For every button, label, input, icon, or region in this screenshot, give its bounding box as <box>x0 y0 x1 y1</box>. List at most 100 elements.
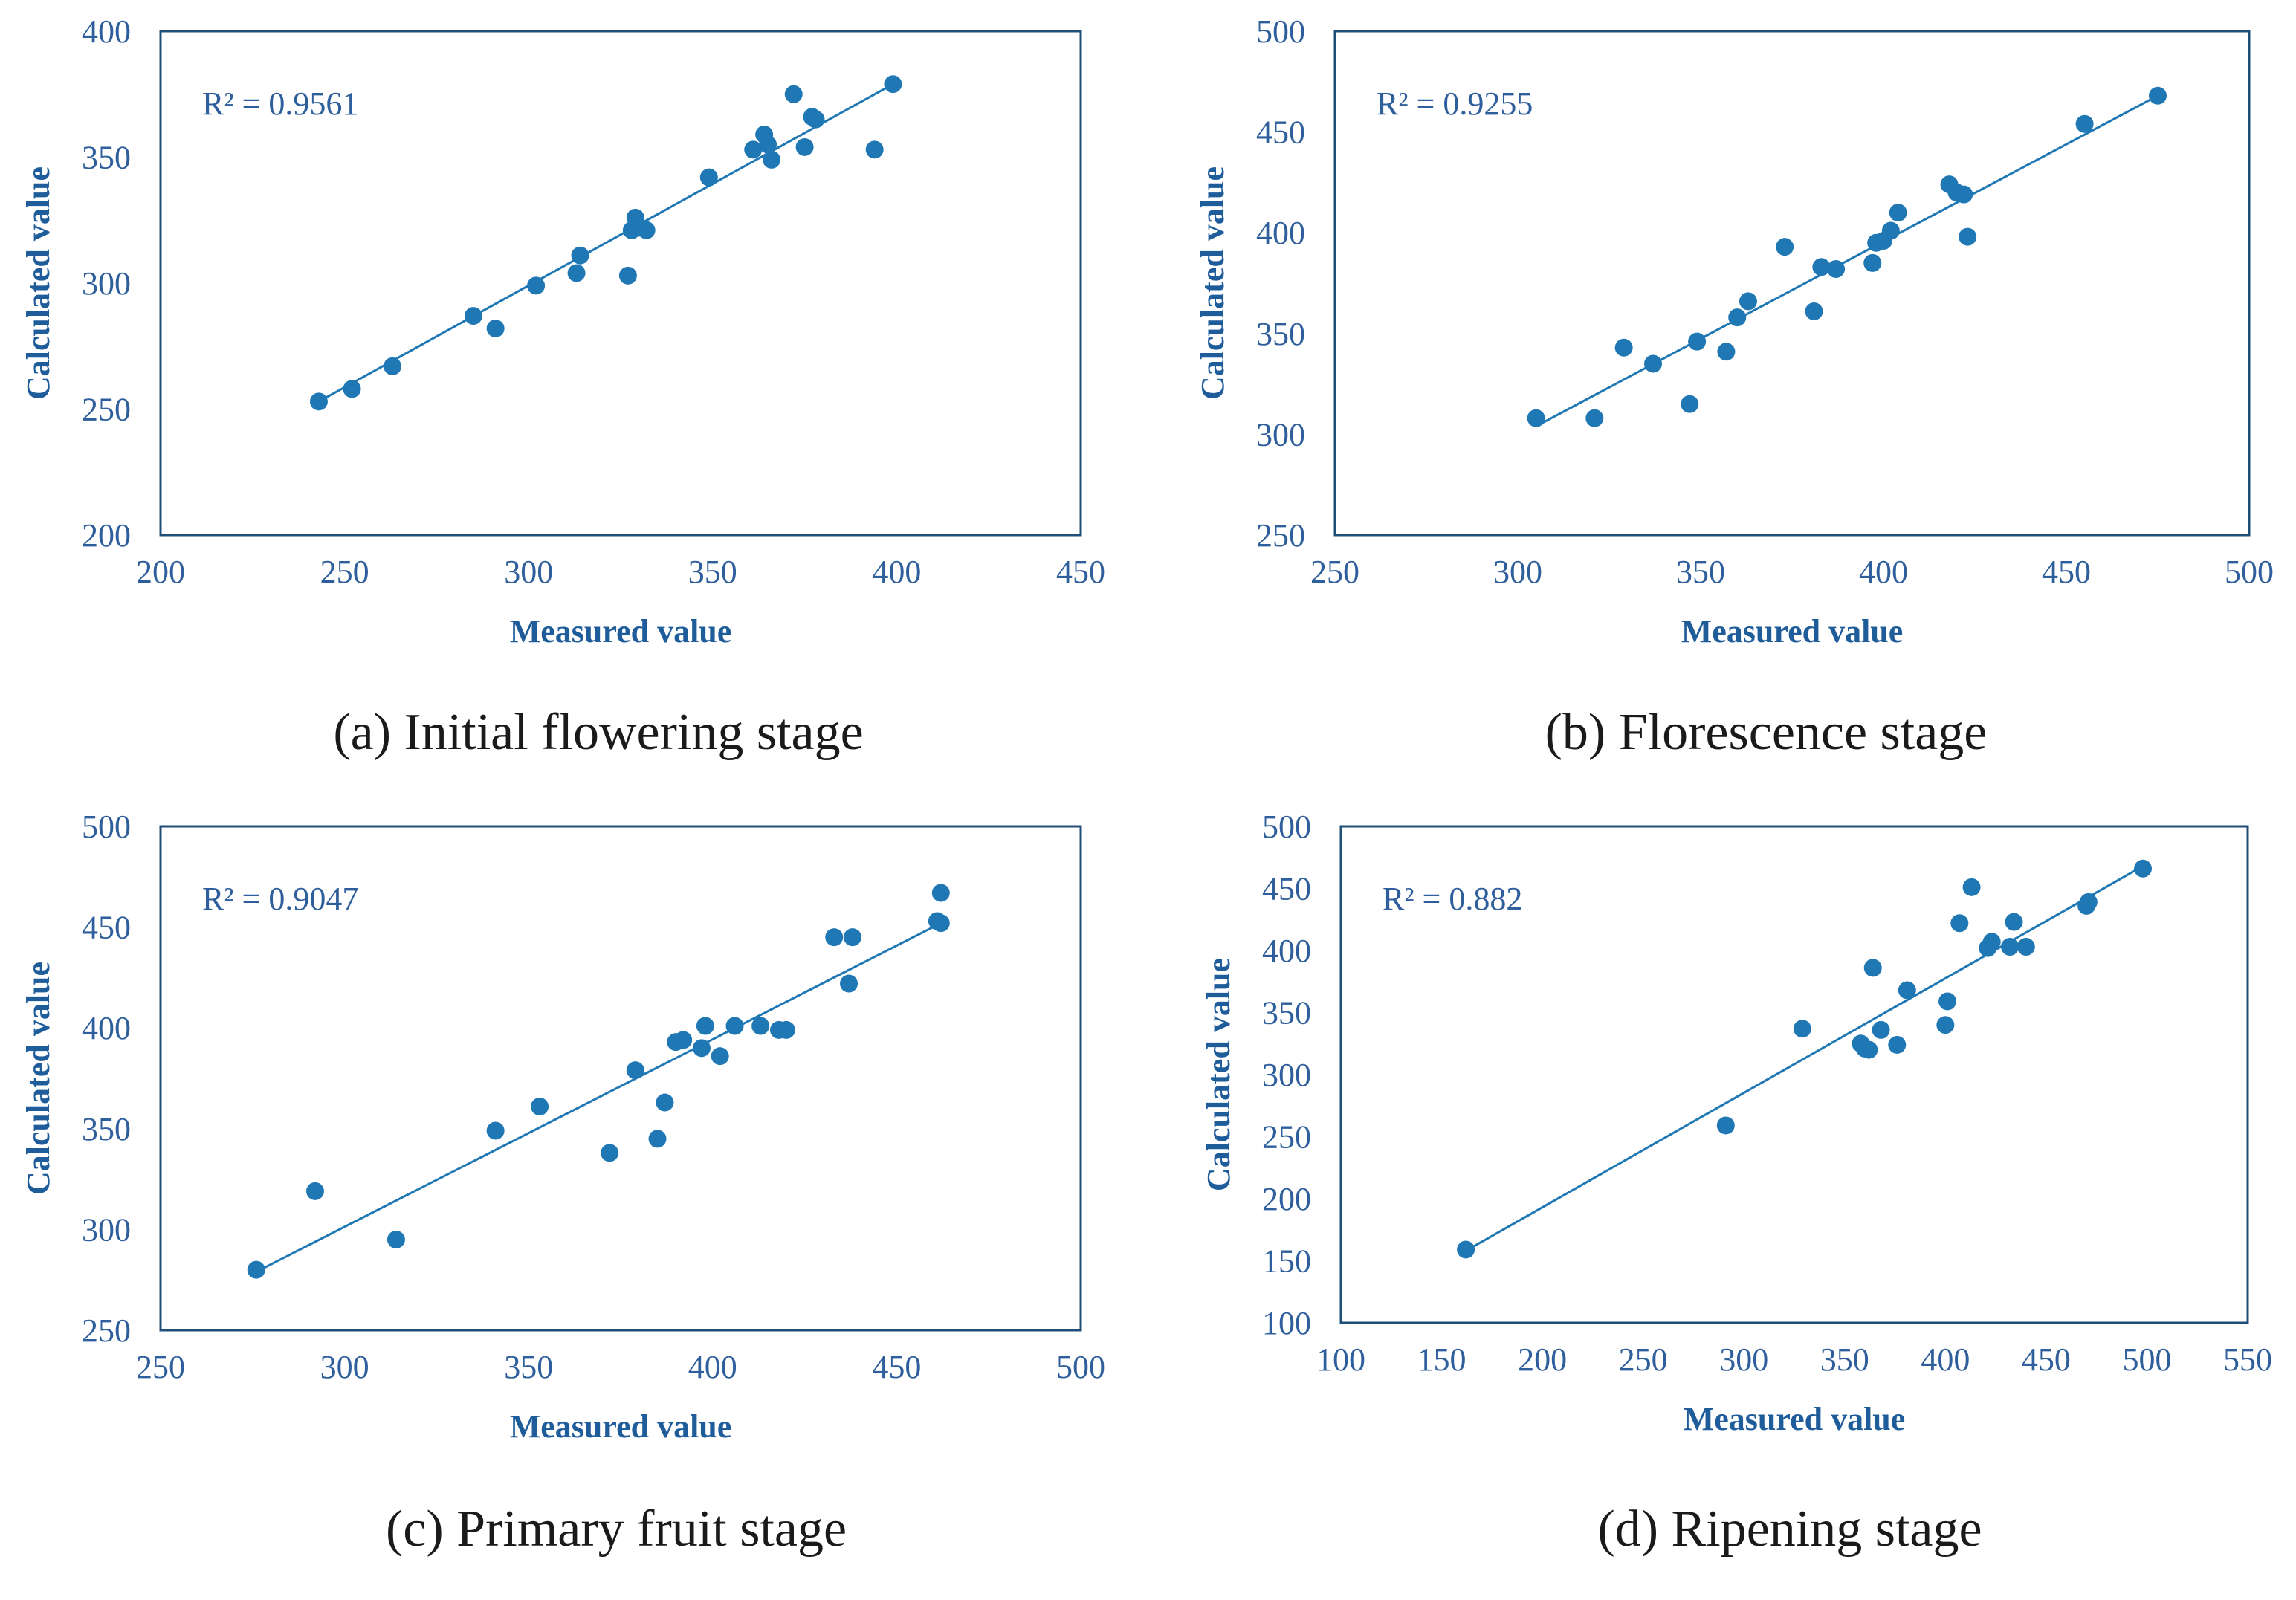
data-point <box>1805 302 1823 320</box>
y-axis-title: Calculated value <box>20 962 56 1195</box>
x-tick-label: 200 <box>1518 1341 1567 1378</box>
y-tick-label: 400 <box>82 1010 131 1046</box>
data-point <box>637 221 656 239</box>
data-point <box>1872 1020 1890 1039</box>
data-point <box>1881 221 1900 240</box>
data-point <box>1644 354 1663 373</box>
data-point <box>1959 227 1977 246</box>
data-point <box>884 75 902 94</box>
x-tick-label: 450 <box>872 1349 921 1385</box>
data-point <box>699 168 718 187</box>
data-point <box>1938 992 1957 1011</box>
data-point <box>1982 933 2001 951</box>
y-tick-label: 150 <box>1262 1243 1311 1280</box>
data-point <box>1898 981 1916 1000</box>
data-point <box>1962 878 1981 896</box>
y-tick-label: 300 <box>1256 416 1305 453</box>
data-point <box>1776 238 1794 256</box>
data-point <box>1860 1040 1878 1059</box>
trendline <box>1465 865 2144 1252</box>
data-point <box>571 246 589 265</box>
y-axis-title: Calculated value <box>1194 166 1231 400</box>
x-tick-label: 100 <box>1316 1341 1365 1378</box>
r-squared-label: R² = 0.9561 <box>202 85 358 122</box>
data-point <box>725 1017 744 1035</box>
x-tick-label: 500 <box>1056 1349 1105 1385</box>
x-tick-label: 300 <box>1719 1341 1768 1378</box>
trendline <box>318 82 894 403</box>
data-point <box>763 150 781 169</box>
data-point <box>751 1017 770 1035</box>
y-tick-label: 350 <box>1262 995 1311 1031</box>
y-axis-title: Calculated value <box>20 166 56 400</box>
data-point <box>2079 893 2098 911</box>
plot-frame <box>159 825 1082 1332</box>
y-tick-label: 500 <box>1262 809 1311 845</box>
y-tick-label: 450 <box>1256 114 1305 151</box>
data-point <box>2001 937 2019 956</box>
data-point <box>2075 114 2094 133</box>
data-point <box>486 320 505 338</box>
trendline <box>256 922 942 1273</box>
data-point <box>674 1031 693 1049</box>
data-point <box>744 140 763 159</box>
data-point <box>1888 1035 1907 1054</box>
data-point <box>486 1121 505 1140</box>
data-point <box>1728 308 1747 327</box>
x-tick-label: 250 <box>136 1349 185 1385</box>
plot-frame <box>1333 30 2251 537</box>
data-point <box>567 264 586 282</box>
y-tick-label: 400 <box>1262 933 1311 969</box>
data-point <box>825 928 844 947</box>
data-point <box>1688 332 1707 351</box>
data-point <box>692 1039 711 1058</box>
x-axis-title: Measured value <box>510 613 732 650</box>
data-point <box>931 884 950 902</box>
data-point <box>1681 395 1699 413</box>
x-tick-label: 500 <box>2225 554 2274 590</box>
data-point <box>1863 959 1882 977</box>
y-tick-label: 450 <box>1262 871 1311 907</box>
data-point <box>343 380 361 398</box>
x-tick-label: 450 <box>2022 1341 2071 1378</box>
panel-d: 100 150 200 250 300 350 400 450 500 550 100 150 200 2… <box>1200 809 2272 1558</box>
x-tick-label: 350 <box>1676 554 1725 590</box>
data-point <box>383 357 401 375</box>
data-point <box>2149 86 2167 105</box>
r-squared-label: R² = 0.9047 <box>202 881 358 917</box>
data-point <box>527 276 546 295</box>
data-point <box>865 140 884 159</box>
data-point <box>1863 253 1882 272</box>
y-tick-label: 200 <box>1262 1181 1311 1217</box>
trendline <box>1535 94 2158 427</box>
data-point <box>1585 409 1604 427</box>
r-squared-label: R² = 0.882 <box>1383 881 1522 917</box>
data-point <box>711 1047 729 1066</box>
data-point <box>1827 260 1846 279</box>
data-point <box>1716 1116 1735 1135</box>
data-point <box>1457 1240 1475 1259</box>
data-point <box>648 1130 667 1148</box>
y-tick-label: 500 <box>1256 13 1305 50</box>
data-point <box>696 1017 714 1035</box>
plot-frame <box>1339 825 2249 1324</box>
r-squared-label: R² = 0.9255 <box>1377 85 1533 122</box>
panel-a: 200 250 300 350 400 450 200 250 300 350 400 Measure… <box>20 13 1105 761</box>
data-point <box>305 1182 324 1200</box>
x-tick-label: 400 <box>688 1349 737 1385</box>
y-axis-title: Calculated value <box>1200 958 1237 1191</box>
data-point <box>656 1093 674 1112</box>
x-tick-label: 450 <box>2042 554 2091 590</box>
x-tick-label: 400 <box>1921 1341 1970 1378</box>
x-tick-label: 300 <box>504 554 553 590</box>
data-point <box>247 1260 265 1279</box>
data-point <box>1955 185 1973 204</box>
plot-frame <box>159 30 1082 537</box>
panel-caption: (d) Ripening stage <box>1597 1500 1982 1558</box>
y-tick-label: 400 <box>1256 215 1305 251</box>
data-point <box>626 1061 644 1080</box>
panel-c: 250 300 350 400 450 500 250 300 350 400 450 500 Meas… <box>20 809 1105 1558</box>
data-point <box>759 135 777 154</box>
x-tick-label: 200 <box>136 554 185 590</box>
y-tick-label: 300 <box>1262 1057 1311 1093</box>
